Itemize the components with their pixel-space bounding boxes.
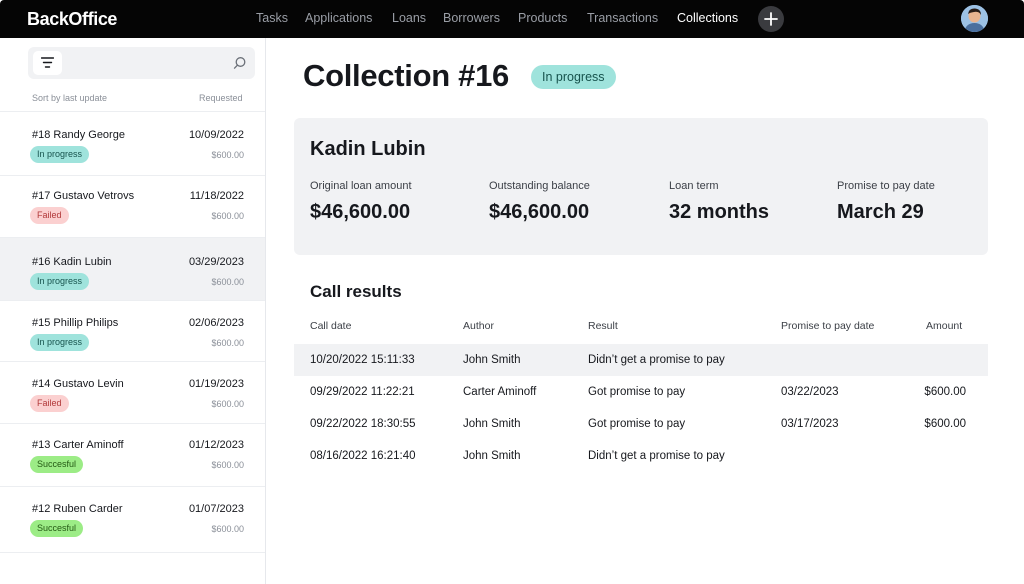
list-divider bbox=[0, 552, 265, 553]
list-item[interactable]: #17 Gustavo Vetrovs 11/18/2022 Failed $6… bbox=[0, 175, 265, 237]
table-row[interactable]: 09/29/2022 11:22:21 Carter Aminoff Got p… bbox=[294, 376, 988, 408]
list-item-title: #12 Ruben Carder bbox=[32, 503, 123, 515]
filter-button[interactable] bbox=[33, 51, 62, 75]
call-author: John Smith bbox=[463, 450, 521, 462]
status-badge: In progress bbox=[30, 334, 90, 351]
list-item-date: 02/06/2023 bbox=[188, 317, 244, 329]
call-result: Didn’t get a promise to pay bbox=[588, 354, 725, 366]
list-item[interactable]: #18 Randy George 10/09/2022 In progress … bbox=[0, 111, 265, 175]
list-item-amount: $600.00 bbox=[211, 399, 244, 409]
search-icon[interactable] bbox=[233, 56, 247, 70]
loan-summary-card: Kadin Lubin Original loan amount $46,600… bbox=[294, 118, 988, 255]
metric-label: Loan term bbox=[669, 180, 719, 192]
list-item-title: #18 Randy George bbox=[32, 129, 125, 141]
call-result: Didn’t get a promise to pay bbox=[588, 450, 725, 462]
metric-label: Promise to pay date bbox=[837, 180, 935, 192]
list-item-title: #16 Kadin Lubin bbox=[32, 256, 112, 268]
collections-sidebar: Sort by last update Requested #18 Randy … bbox=[0, 38, 266, 584]
page-title: Collection #16 bbox=[303, 58, 509, 93]
metric-value: March 29 bbox=[837, 201, 924, 223]
metric-value: 32 months bbox=[669, 201, 770, 223]
nav-products[interactable]: Products bbox=[518, 11, 568, 25]
list-item[interactable]: #12 Ruben Carder 01/07/2023 Succesful $6… bbox=[0, 486, 265, 552]
list-item-amount: $600.00 bbox=[211, 211, 244, 221]
nav-collections[interactable]: Collections bbox=[677, 11, 739, 25]
add-button[interactable] bbox=[758, 6, 784, 32]
column-header-call-date[interactable]: Call date bbox=[310, 320, 352, 332]
sort-label[interactable]: Sort by last update bbox=[32, 93, 108, 103]
requested-column-label: Requested bbox=[199, 93, 243, 103]
call-results-title: Call results bbox=[310, 282, 402, 301]
call-amount: $600.00 bbox=[924, 418, 966, 430]
nav-transactions[interactable]: Transactions bbox=[587, 11, 659, 25]
status-badge: In progress bbox=[531, 65, 616, 89]
list-item-title: #13 Carter Aminoff bbox=[32, 439, 124, 451]
list-item-date: 01/12/2023 bbox=[188, 439, 244, 451]
status-badge: Failed bbox=[30, 395, 69, 412]
list-item-date: 01/07/2023 bbox=[188, 503, 244, 515]
metric-value: $46,600.00 bbox=[489, 201, 590, 223]
nav-applications[interactable]: Applications bbox=[305, 11, 373, 25]
list-item-date: 01/19/2023 bbox=[188, 378, 244, 390]
plus-icon bbox=[764, 12, 778, 26]
list-item-title: #15 Phillip Philips bbox=[32, 317, 119, 329]
top-nav-bar: BackOffice Tasks Applications Loans Borr… bbox=[0, 0, 1024, 38]
list-item-amount: $600.00 bbox=[211, 150, 244, 160]
metric-original-loan: Original loan amount $46,600.00 bbox=[310, 180, 412, 224]
column-header-promise-date[interactable]: Promise to pay date bbox=[781, 320, 875, 332]
status-badge: In progress bbox=[30, 273, 90, 290]
list-item-date: 10/09/2022 bbox=[188, 129, 244, 141]
call-promise-date: 03/17/2023 bbox=[781, 418, 839, 430]
metric-label: Original loan amount bbox=[310, 180, 412, 192]
brand-logo[interactable]: BackOffice bbox=[27, 9, 118, 29]
filter-icon bbox=[41, 57, 54, 68]
nav-loans[interactable]: Loans bbox=[392, 11, 427, 25]
column-header-amount[interactable]: Amount bbox=[926, 320, 963, 332]
call-result: Got promise to pay bbox=[588, 418, 686, 430]
list-item-title: #14 Gustavo Levin bbox=[32, 378, 124, 390]
list-item[interactable]: #15 Phillip Philips 02/06/2023 In progre… bbox=[0, 300, 265, 361]
call-date: 10/20/2022 15:11:33 bbox=[310, 354, 415, 366]
nav-tasks[interactable]: Tasks bbox=[256, 11, 288, 25]
list-item-title: #17 Gustavo Vetrovs bbox=[32, 190, 135, 202]
call-date: 08/16/2022 16:21:40 bbox=[310, 450, 416, 462]
list-item[interactable]: #14 Gustavo Levin 01/19/2023 Failed $600… bbox=[0, 361, 265, 423]
call-date: 09/29/2022 11:22:21 bbox=[310, 386, 415, 398]
borrower-name: Kadin Lubin bbox=[310, 138, 426, 160]
metric-label: Outstanding balance bbox=[489, 180, 590, 192]
status-badge: Succesful bbox=[30, 520, 84, 537]
user-avatar-icon bbox=[961, 5, 988, 32]
main-nav: Tasks Applications Loans Borrowers Produ… bbox=[0, 11, 1024, 27]
list-item[interactable]: #13 Carter Aminoff 01/12/2023 Succesful … bbox=[0, 423, 265, 486]
call-author: John Smith bbox=[463, 354, 521, 366]
metric-outstanding-balance: Outstanding balance $46,600.00 bbox=[489, 180, 590, 224]
status-badge: In progress bbox=[30, 146, 90, 163]
status-badge: Succesful bbox=[30, 456, 84, 473]
list-item-selected[interactable]: #16 Kadin Lubin 03/29/2023 In progress $… bbox=[0, 237, 265, 300]
metric-value: $46,600.00 bbox=[310, 201, 411, 223]
column-header-author[interactable]: Author bbox=[463, 320, 494, 332]
nav-borrowers[interactable]: Borrowers bbox=[443, 11, 500, 25]
table-row[interactable]: 08/16/2022 16:21:40 John Smith Didn’t ge… bbox=[294, 440, 988, 472]
list-item-date: 11/18/2022 bbox=[189, 190, 244, 202]
search-input[interactable] bbox=[28, 47, 255, 79]
metric-promise-date: Promise to pay date March 29 bbox=[837, 180, 935, 224]
list-item-amount: $600.00 bbox=[211, 460, 244, 470]
table-row[interactable]: 09/22/2022 18:30:55 John Smith Got promi… bbox=[294, 408, 988, 440]
list-item-amount: $600.00 bbox=[211, 338, 244, 348]
status-badge: Failed bbox=[30, 207, 69, 224]
column-header-result[interactable]: Result bbox=[588, 320, 618, 332]
call-author: John Smith bbox=[463, 418, 521, 430]
call-promise-date: 03/22/2023 bbox=[781, 386, 839, 398]
call-amount: $600.00 bbox=[924, 386, 966, 398]
user-avatar[interactable] bbox=[961, 5, 988, 32]
call-date: 09/22/2022 18:30:55 bbox=[310, 418, 416, 430]
table-row[interactable]: 10/20/2022 15:11:33 John Smith Didn’t ge… bbox=[294, 344, 988, 376]
call-author: Carter Aminoff bbox=[463, 386, 537, 398]
call-result: Got promise to pay bbox=[588, 386, 686, 398]
list-item-amount: $600.00 bbox=[211, 524, 244, 534]
list-item-amount: $600.00 bbox=[211, 277, 244, 287]
metric-loan-term: Loan term 32 months bbox=[669, 180, 769, 224]
list-item-date: 03/29/2023 bbox=[188, 256, 244, 268]
